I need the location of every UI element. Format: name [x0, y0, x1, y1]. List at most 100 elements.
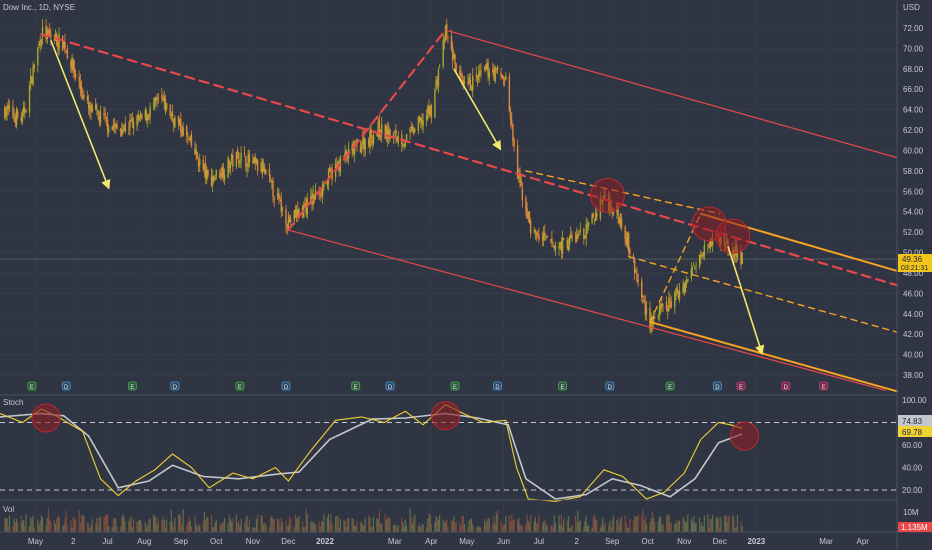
stoch-axis-tick: 40.00: [902, 464, 923, 473]
event-marker[interactable]: [781, 381, 791, 391]
event-marker-label: D: [388, 385, 393, 391]
price-candle-body: [86, 96, 89, 101]
event-marker[interactable]: [712, 381, 722, 391]
event-marker[interactable]: [450, 381, 460, 391]
event-marker[interactable]: [61, 381, 71, 391]
volume-bar: [733, 516, 735, 532]
volume-bar: [485, 522, 487, 532]
volume-bar: [213, 526, 215, 532]
price-candle-body: [585, 224, 587, 239]
volume-bar: [173, 526, 175, 532]
trend-arrow[interactable]: [50, 39, 111, 190]
stoch-highlight-circle[interactable]: [730, 421, 760, 451]
time-axis[interactable]: May 2 Jul Aug Sep Oct Nov Dec 2022 Mar Apr May Jun Ju…: [28, 537, 869, 546]
trend-drawings[interactable]: [40, 28, 899, 393]
time-axis-label: Dec: [281, 537, 295, 546]
volume-bar: [593, 514, 596, 532]
highlight-circle[interactable]: [589, 177, 625, 213]
volume-bar: [12, 525, 14, 532]
symbol-title: Dow Inc., 1D, NYSE: [3, 3, 75, 12]
red-dashed-rise[interactable]: [287, 28, 447, 232]
price-candle-body: [644, 302, 646, 316]
volume-bar: [430, 524, 432, 532]
price-candle-body: [47, 29, 50, 33]
volume-bar: [576, 522, 578, 532]
volume-bar: [437, 519, 440, 532]
price-candle-body: [82, 94, 84, 99]
volume-bar: [454, 522, 456, 532]
stoch-highlight-circle[interactable]: [431, 401, 461, 431]
volume-bar: [80, 514, 83, 532]
price-candle-body: [195, 149, 197, 154]
volume-indicator-label[interactable]: Vol: [3, 505, 14, 514]
volume-bar: [378, 510, 380, 532]
price-candle-body: [235, 151, 238, 167]
event-marker[interactable]: [493, 381, 502, 391]
volume-bar: [144, 522, 146, 532]
event-marker[interactable]: [170, 381, 180, 391]
price-candle-body: [139, 113, 142, 118]
price-candle-body: [635, 271, 637, 273]
volume-bar: [405, 525, 408, 532]
red-dashed-midline[interactable]: [40, 33, 899, 287]
volume-bar: [526, 515, 528, 532]
event-marker[interactable]: [819, 381, 829, 391]
price-candle-body: [700, 254, 702, 258]
price-candle-body: [269, 178, 272, 180]
orange-lower[interactable]: [649, 320, 898, 393]
volume-bar: [389, 518, 391, 532]
trend-arrow[interactable]: [453, 68, 502, 151]
event-marker[interactable]: [281, 381, 291, 391]
lower-red-channel[interactable]: [287, 229, 886, 391]
highlight-circle[interactable]: [715, 218, 751, 254]
volume-bar: [422, 523, 424, 532]
volume-bar: [600, 524, 603, 532]
event-marker[interactable]: [351, 381, 361, 391]
volume-bar: [741, 526, 743, 532]
event-marker[interactable]: [385, 381, 395, 391]
event-marker[interactable]: [558, 381, 567, 391]
volume-bar: [79, 522, 81, 532]
price-candle-body: [297, 208, 299, 217]
orange-dashed-mid[interactable]: [628, 255, 898, 333]
upper-red-channel[interactable]: [444, 29, 898, 159]
price-candle-body: [50, 34, 52, 38]
price-axis-tick: 46.00: [903, 289, 924, 298]
volume-bar: [563, 518, 565, 532]
volume-bar: [314, 524, 317, 532]
price-candle-body: [255, 160, 258, 164]
event-marker[interactable]: [736, 381, 746, 391]
time-axis-label: Oct: [210, 537, 223, 546]
price-candle-body: [443, 41, 446, 43]
price-candle-body: [371, 140, 373, 143]
price-candle-body: [702, 252, 704, 257]
volume-bar: [579, 519, 581, 532]
volume-bar: [128, 521, 130, 532]
time-axis-label: Nov: [246, 537, 260, 546]
time-axis-label: Jul: [102, 537, 112, 546]
orange-dashed-handle[interactable]: [649, 213, 702, 323]
volume-bar: [621, 516, 623, 532]
volume-bar: [245, 518, 247, 532]
volume-bar: [537, 523, 539, 532]
event-marker-label: E: [130, 385, 134, 391]
stoch-highlight-circle[interactable]: [31, 403, 61, 433]
event-marker[interactable]: [235, 381, 245, 391]
stoch-indicator-label[interactable]: Stoch: [3, 398, 23, 407]
volume-bar: [305, 508, 307, 532]
trend-arrow[interactable]: [727, 246, 765, 356]
volume-bar: [447, 525, 449, 532]
volume-bar: [181, 523, 183, 532]
event-marker[interactable]: [605, 381, 615, 391]
event-marker[interactable]: [665, 381, 675, 391]
volume-bar: [170, 509, 172, 532]
volume-bar: [155, 517, 157, 532]
volume-bar: [262, 524, 265, 532]
volume-bar: [625, 522, 627, 532]
price-axis[interactable]: 72.00 70.00 68.00 66.00 64.00 62.00 60.00 58.00…: [903, 24, 924, 380]
price-candle-body: [106, 119, 109, 130]
event-marker[interactable]: [27, 381, 37, 391]
event-marker[interactable]: [127, 381, 137, 391]
volume-bar: [30, 517, 32, 532]
